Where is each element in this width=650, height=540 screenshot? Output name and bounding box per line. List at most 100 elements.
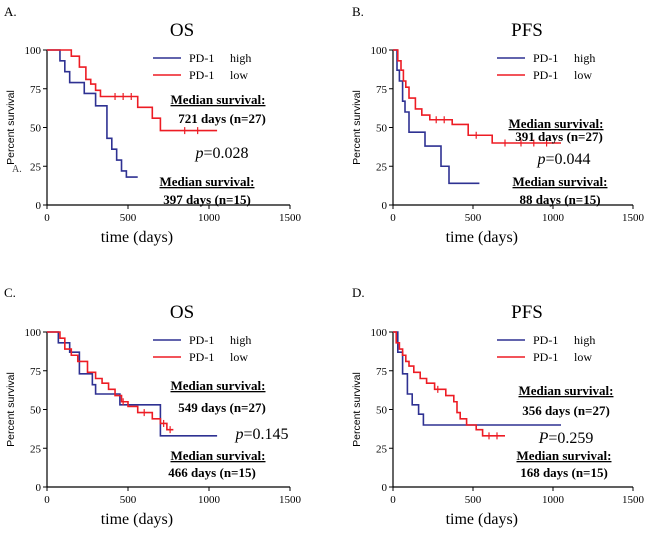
- y-tick-label: 25: [30, 161, 42, 173]
- median-survival-label: Median survival:: [171, 378, 266, 393]
- x-axis-label: time (days): [446, 229, 518, 246]
- x-tick-label: 1000: [542, 212, 565, 224]
- legend-label-suffix: high: [230, 333, 251, 347]
- p-value: p=0.044: [536, 151, 590, 168]
- median-survival-label: Median survival:: [171, 448, 266, 463]
- panel-b: B. PFS 0 500 1000 1500 0 25 50 75 100 time (days) Pe…: [351, 4, 645, 246]
- series-low-line: [393, 331, 505, 437]
- p-value-number: =0.028: [203, 145, 248, 162]
- x-tick-label: 500: [120, 494, 137, 506]
- y-tick-label: 25: [30, 443, 42, 455]
- y-tick-label: 50: [376, 123, 388, 135]
- panel-label: D.: [352, 285, 365, 300]
- x-tick-label: 500: [465, 212, 482, 224]
- x-axis-label: time (days): [101, 511, 173, 528]
- x-tick-label: 0: [390, 212, 396, 224]
- legend-label-suffix: low: [574, 350, 592, 364]
- panel-label: A.: [4, 4, 17, 19]
- x-tick-label: 500: [120, 212, 137, 224]
- p-value: P=0.259: [538, 430, 594, 447]
- legend-label-prefix: PD-1: [533, 68, 558, 82]
- legend-label-suffix: low: [230, 68, 248, 82]
- median-survival-label: Median survival:: [513, 174, 608, 189]
- x-tick-label: 1500: [279, 212, 302, 224]
- p-value-number: =0.259: [548, 430, 593, 447]
- median-survival-value: 88 days (n=15): [519, 192, 600, 207]
- chart-title: OS: [170, 302, 194, 323]
- y-tick-label: 25: [376, 443, 388, 455]
- x-tick-label: 0: [44, 212, 50, 224]
- panel-a: A. OS 0 500 1000 1500 0 25 50 75 100 time (days) Per…: [4, 4, 302, 246]
- x-tick-label: 1500: [279, 494, 302, 506]
- y-tick-label: 75: [376, 84, 388, 96]
- median-survival-value: 466 days (n=15): [168, 465, 256, 480]
- y-tick-label: 100: [25, 327, 42, 339]
- chart-title: PFS: [511, 302, 543, 323]
- median-survival-label: Median survival:: [519, 383, 614, 398]
- p-value-number: =0.044: [545, 151, 590, 168]
- legend-label-suffix: low: [574, 68, 592, 82]
- x-tick-label: 1000: [542, 494, 565, 506]
- y-tick-label: 100: [25, 45, 42, 57]
- y-tick-label: 75: [30, 366, 42, 378]
- series-high-line: [47, 49, 138, 178]
- legend-label-suffix: high: [574, 51, 595, 65]
- legend-label-suffix: low: [230, 350, 248, 364]
- series-high-line: [47, 331, 218, 437]
- x-tick-label: 1500: [622, 494, 645, 506]
- median-survival-value: 356 days (n=27): [522, 403, 610, 418]
- median-survival-label: Median survival:: [509, 116, 604, 131]
- panel-label: B.: [352, 4, 364, 19]
- series-low-line: [393, 49, 561, 144]
- y-tick-label: 0: [382, 482, 388, 494]
- median-survival-label: Median survival:: [171, 92, 266, 107]
- y-axis-label: Percent survival: [5, 90, 17, 165]
- series-low-line: [47, 49, 218, 132]
- y-axis-label: Percent survival: [351, 90, 363, 165]
- median-survival-value: 391 days (n=27): [515, 129, 603, 144]
- x-tick-label: 1000: [198, 212, 221, 224]
- y-tick-label: 75: [30, 84, 42, 96]
- p-value-number: =0.145: [243, 426, 288, 443]
- p-value: p=0.145: [234, 426, 288, 443]
- p-value-symbol: p: [234, 426, 243, 443]
- y-tick-label: 0: [36, 482, 42, 494]
- y-axis-label: Percent survival: [351, 372, 363, 447]
- x-axis-label: time (days): [101, 229, 173, 246]
- x-tick-label: 0: [390, 494, 396, 506]
- median-survival-value: 549 days (n=27): [178, 400, 266, 415]
- series-high-line: [393, 49, 480, 185]
- legend-label-prefix: PD-1: [533, 51, 558, 65]
- p-value-symbol: p: [536, 151, 545, 168]
- y-tick-label: 100: [371, 45, 388, 57]
- x-axis-label: time (days): [446, 511, 518, 528]
- x-tick-label: 1000: [198, 494, 221, 506]
- chart-title: OS: [170, 20, 194, 41]
- series-high-line: [393, 331, 561, 426]
- y-tick-label: 25: [376, 161, 388, 173]
- median-survival-value: 168 days (n=15): [520, 465, 608, 480]
- median-survival-label: Median survival:: [517, 448, 612, 463]
- legend-label-prefix: PD-1: [189, 350, 214, 364]
- y-tick-label: 0: [382, 200, 388, 212]
- p-value-symbol: p: [194, 145, 203, 162]
- median-survival-label: Median survival:: [160, 174, 255, 189]
- y-tick-label: 50: [376, 405, 388, 417]
- y-tick-label: 50: [30, 405, 42, 417]
- y-axis-label: Percent survival: [5, 372, 17, 447]
- y-tick-label: 0: [36, 200, 42, 212]
- legend-label-suffix: high: [230, 51, 251, 65]
- y-tick-label: 50: [30, 123, 42, 135]
- legend-label-prefix: PD-1: [189, 333, 214, 347]
- stray-label: A.: [12, 164, 22, 175]
- y-tick-label: 75: [376, 366, 388, 378]
- legend-label-prefix: PD-1: [189, 68, 214, 82]
- legend-label-prefix: PD-1: [189, 51, 214, 65]
- panel-label: C.: [4, 285, 16, 300]
- median-survival-value: 397 days (n=15): [163, 192, 251, 207]
- p-value-symbol: P: [538, 430, 549, 447]
- panel-d: D. PFS 0 500 1000 1500 0 25 50 75 100 time (days) Pe…: [351, 285, 645, 528]
- legend-label-prefix: PD-1: [533, 333, 558, 347]
- y-tick-label: 100: [371, 327, 388, 339]
